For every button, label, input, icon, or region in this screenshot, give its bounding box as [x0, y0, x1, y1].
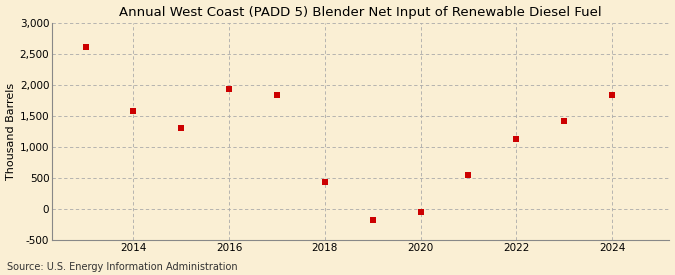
Point [224, 87, 235, 91]
Point [319, 180, 330, 184]
Y-axis label: Thousand Barrels: Thousand Barrels [5, 83, 16, 180]
Point [176, 126, 187, 130]
Point [128, 109, 139, 113]
Point [367, 218, 378, 222]
Text: Source: U.S. Energy Information Administration: Source: U.S. Energy Information Administ… [7, 262, 238, 272]
Title: Annual West Coast (PADD 5) Blender Net Input of Renewable Diesel Fuel: Annual West Coast (PADD 5) Blender Net I… [119, 6, 602, 18]
Point [271, 92, 282, 97]
Point [607, 92, 618, 97]
Point [463, 173, 474, 178]
Point [511, 137, 522, 141]
Point [415, 210, 426, 214]
Point [80, 45, 91, 49]
Point [559, 119, 570, 123]
